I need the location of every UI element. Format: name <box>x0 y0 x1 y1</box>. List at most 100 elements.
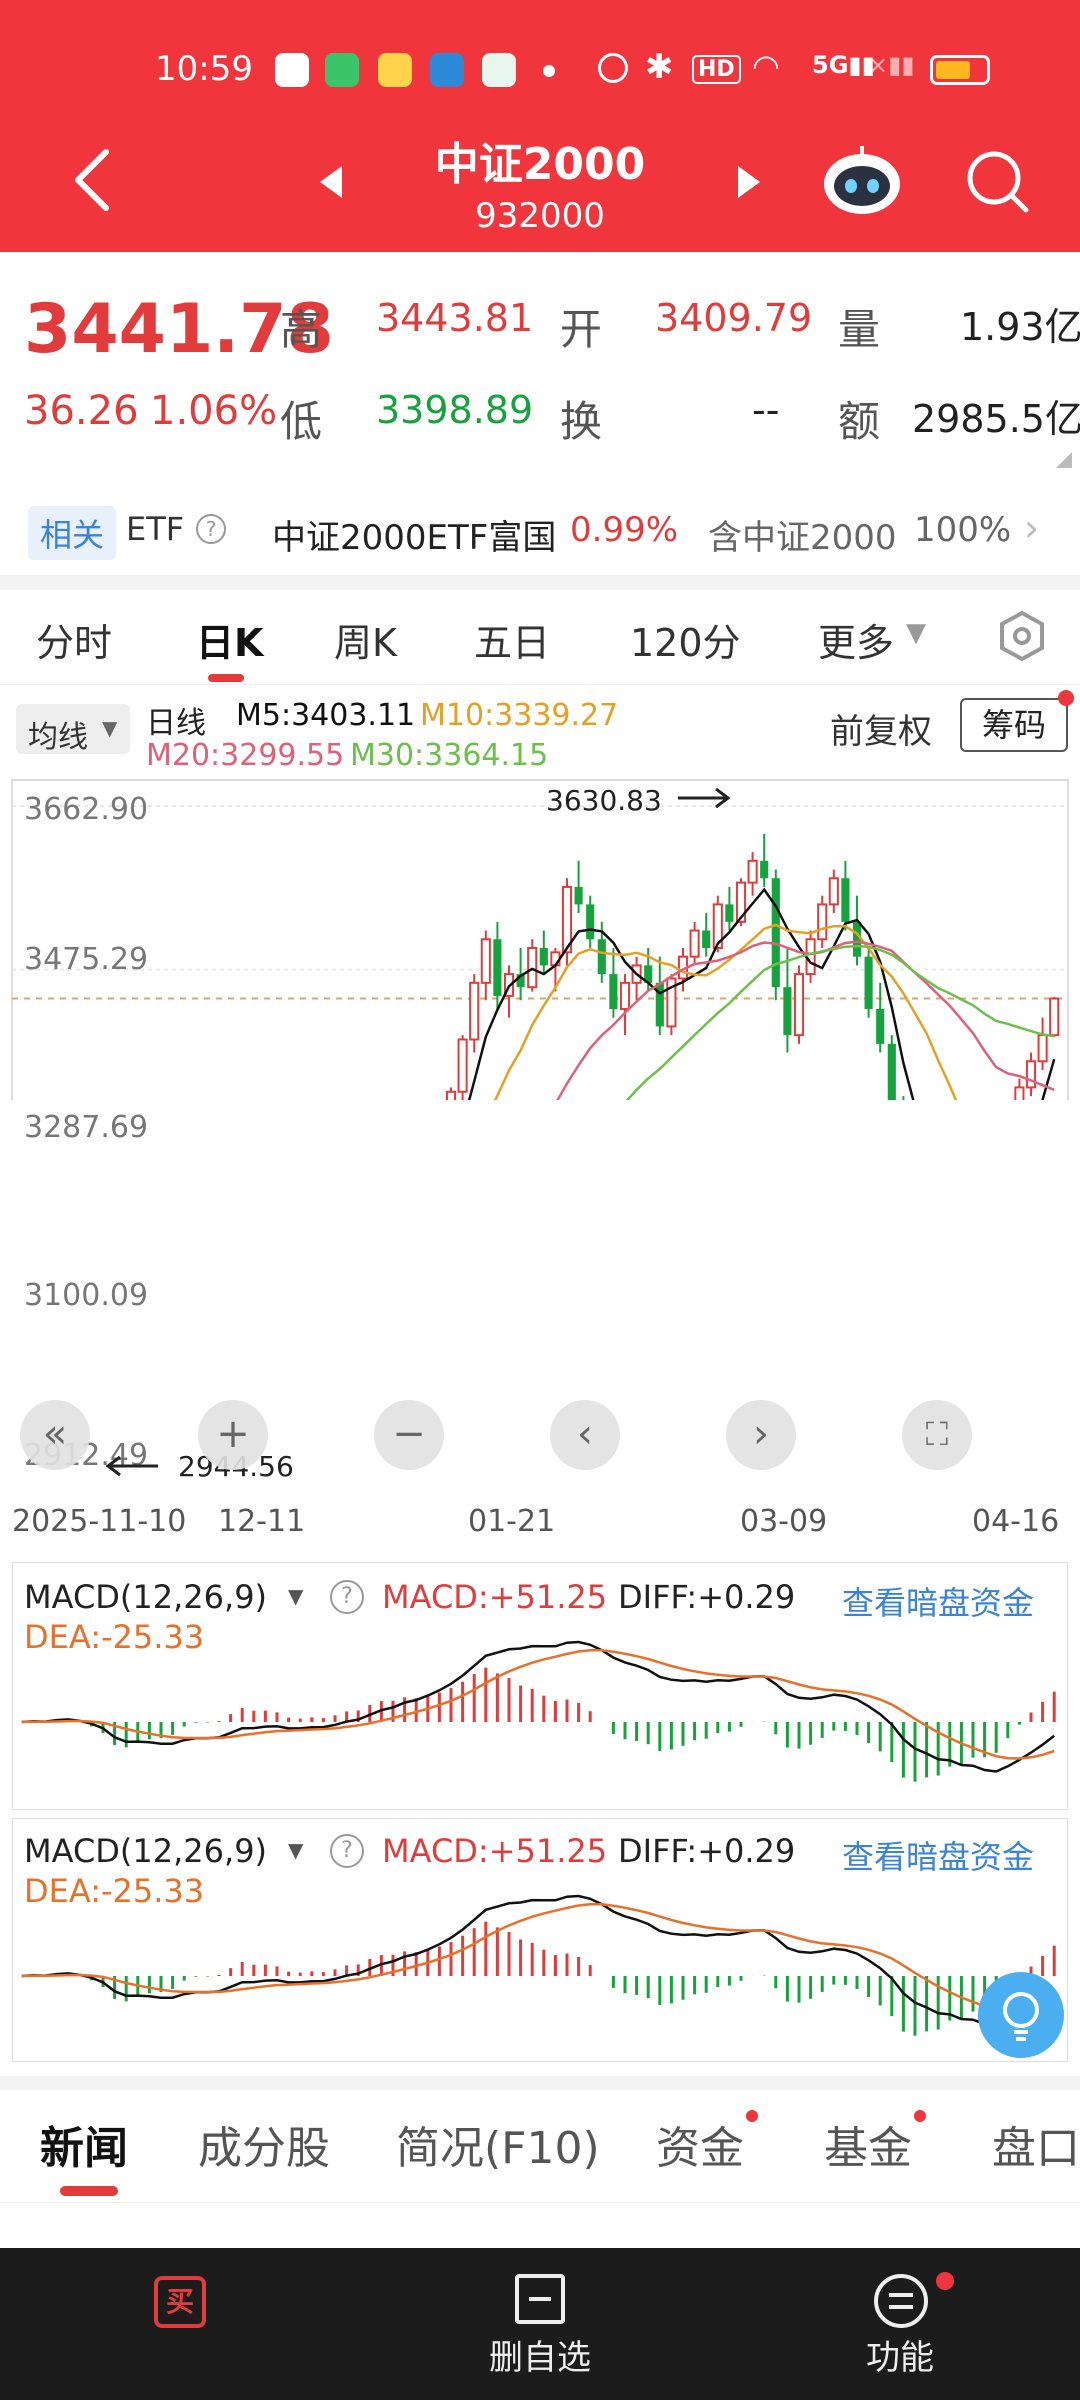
candle-body <box>876 1008 885 1044</box>
tab-weekly-k[interactable]: 周K <box>334 621 397 665</box>
zoom-out-button[interactable]: − <box>374 1400 444 1470</box>
dot-icon <box>543 65 555 77</box>
dea-line <box>21 1648 1055 1760</box>
x-tick-label: 01-21 <box>468 1504 556 1539</box>
candle-body <box>702 930 711 948</box>
candle-body <box>783 987 792 1036</box>
related-badge: 相关 <box>28 506 117 560</box>
remove-watchlist-label[interactable]: 删自选 <box>489 2338 591 2378</box>
hd-icon: HD <box>692 55 741 84</box>
candle-body <box>644 965 653 983</box>
x-tick-label: 12-11 <box>218 1504 306 1539</box>
candle-body <box>852 921 862 957</box>
back-icon[interactable] <box>72 148 112 212</box>
low-label: 低 <box>280 397 323 446</box>
caret-down-icon: ▼ <box>906 618 926 648</box>
game-notification-icon <box>378 53 412 87</box>
dark-pool-link[interactable]: 查看暗盘资金 <box>842 1584 1035 1622</box>
search-icon[interactable] <box>964 148 1030 214</box>
candle-body <box>619 981 631 1010</box>
candle-body <box>887 1043 896 1100</box>
ma30-line <box>625 944 1055 1100</box>
adjust-mode[interactable]: 前复权 <box>830 712 932 752</box>
tab-funds[interactable]: 基金 <box>824 2123 912 2174</box>
ma5-line <box>467 887 1056 1100</box>
status-bar: 10:59 ✱ HD ◠ 5G▮▮ ×▮▮ <box>0 45 1080 95</box>
rewind-button[interactable]: « <box>20 1400 90 1470</box>
ma-selector-label: 均线 <box>28 720 88 755</box>
tab-more[interactable]: 更多 <box>818 621 895 665</box>
tab-daily-k[interactable]: 日K <box>196 621 264 665</box>
candle-body <box>1025 1060 1037 1089</box>
robot-assistant-icon[interactable] <box>820 146 904 216</box>
candlestick-chart[interactable] <box>0 0 1080 1100</box>
candle-body <box>712 903 723 949</box>
macd-help-icon[interactable]: ? <box>330 1580 364 1614</box>
remove-watchlist-icon[interactable] <box>515 2274 565 2324</box>
etf-help-icon[interactable]: ? <box>196 514 226 544</box>
macd-help-icon[interactable]: ? <box>330 1834 364 1868</box>
tab-news[interactable]: 新闻 <box>40 2123 128 2174</box>
tab-120min[interactable]: 120分 <box>630 621 741 665</box>
etf-fund-name[interactable]: 中证2000ETF富国 <box>272 518 557 558</box>
macd-selector-label[interactable]: MACD(12,26,9) <box>24 1578 268 1616</box>
tab-intraday[interactable]: 分时 <box>36 621 113 665</box>
battery-icon <box>930 55 990 85</box>
macd-panel-2[interactable] <box>12 1818 1068 2062</box>
diff-value: DIFF:+0.29 <box>618 1832 796 1870</box>
related-etf-bar[interactable]: 相关 ETF ? 中证2000ETF富国 0.99% 含中证2000 100% … <box>0 488 1080 576</box>
buy-button[interactable]: 买 <box>154 2276 206 2328</box>
arrow-left-icon <box>105 1455 158 1477</box>
scroll-right-button[interactable]: › <box>726 1400 796 1470</box>
tab-constituents[interactable]: 成分股 <box>198 2123 330 2174</box>
current-price: 3441.78 <box>24 290 334 369</box>
arrow-right-icon <box>678 787 731 809</box>
fullscreen-button[interactable]: ⛶ <box>902 1400 972 1470</box>
ma5-value: M5:3403.11 <box>236 698 416 733</box>
notification-dot <box>1058 690 1074 706</box>
agri-bank-notification-icon <box>482 53 516 87</box>
etf-fund-pct: 0.99% <box>570 510 679 550</box>
chevron-right-icon[interactable]: › <box>1024 506 1040 550</box>
signal-5g-icon: 5G▮▮ <box>812 51 875 79</box>
tab-five-day[interactable]: 五日 <box>474 621 551 665</box>
dark-pool-link[interactable]: 查看暗盘资金 <box>842 1838 1035 1876</box>
etf-contains-pct: 100% <box>914 510 1012 550</box>
chips-button[interactable]: 筹码 <box>960 698 1068 752</box>
candle-body <box>828 877 839 906</box>
open-value: 3409.79 <box>655 296 813 340</box>
candle-body <box>747 859 758 884</box>
macd-selector-label[interactable]: MACD(12,26,9) <box>24 1832 268 1870</box>
candle-body <box>771 878 780 988</box>
function-menu-icon[interactable] <box>872 2272 930 2330</box>
diff-value: DIFF:+0.29 <box>618 1578 796 1616</box>
candle-body <box>841 878 850 922</box>
scroll-left-button[interactable]: ‹ <box>550 1400 620 1470</box>
ma-selector[interactable]: 均线 ▼ <box>16 704 130 755</box>
tab-orderbook[interactable]: 盘口 <box>992 2123 1080 2174</box>
phone-notification-icon <box>325 53 359 87</box>
x-tick-label: 2025-11-10 <box>12 1504 187 1539</box>
settings-hexagon-icon[interactable] <box>996 610 1048 662</box>
next-stock-icon[interactable] <box>736 164 762 200</box>
low-value: 3398.89 <box>376 388 534 432</box>
prev-stock-icon[interactable] <box>318 164 344 200</box>
lightbulb-hint-icon[interactable] <box>976 1970 1066 2060</box>
ma20-value: M20:3299.55 <box>146 738 345 773</box>
function-label[interactable]: 功能 <box>866 2338 934 2378</box>
buy-icon-label: 买 <box>165 2285 194 2318</box>
tab-capital[interactable]: 资金 <box>656 2123 744 2174</box>
caret-down-icon: ▼ <box>102 716 118 740</box>
candle-body <box>493 939 502 996</box>
macd-panel-1[interactable] <box>12 1562 1068 1810</box>
candle-body <box>469 981 480 1041</box>
candle-body <box>457 1038 468 1093</box>
high-value: 3443.81 <box>376 296 534 340</box>
signal-2-icon: ×▮▮ <box>868 51 915 79</box>
expand-corner-icon[interactable] <box>1056 452 1072 468</box>
tab-f10-overview[interactable]: 简况(F10) <box>396 2123 600 2174</box>
bluetooth-icon: ✱ <box>645 47 674 87</box>
candle-body <box>725 904 734 922</box>
alarm-icon <box>598 53 628 83</box>
zoom-in-button[interactable]: + <box>198 1400 268 1470</box>
